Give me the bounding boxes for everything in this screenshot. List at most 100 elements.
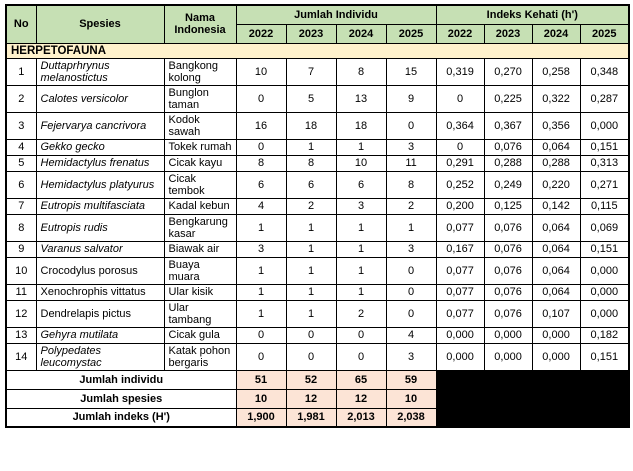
- jumlah-value: 1: [235, 283, 287, 301]
- summary-value: 2,013: [335, 407, 387, 428]
- jumlah-value: 1: [285, 299, 337, 328]
- table-row: 7 Eutropis multifasciata Kadal kebun 4 2 3 2 0,…: [5, 197, 630, 215]
- jumlah-value: 16: [235, 111, 287, 140]
- indonesian-name: Kodok sawah: [163, 111, 237, 140]
- indeks-value: 0,076: [483, 256, 533, 285]
- indeks-value: 0,077: [435, 213, 485, 242]
- indeks-value: 0,142: [531, 197, 581, 215]
- indeks-value: 0,348: [579, 57, 630, 86]
- summary-label: Jumlah indeks (H'): [5, 407, 237, 428]
- species-name: Fejervarya cancrivora: [35, 111, 165, 140]
- species-table: No Spesies Nama Indonesia Jumlah Individ…: [5, 4, 631, 428]
- indeks-value: 0,000: [579, 256, 630, 285]
- header-row-groups: No Spesies Nama Indonesia Jumlah Individ…: [5, 4, 630, 44]
- jumlah-value: 3: [235, 240, 287, 258]
- jumlah-value: 0: [385, 299, 437, 328]
- jumlah-value: 18: [285, 111, 337, 140]
- indonesian-name: Bunglon taman: [163, 84, 237, 113]
- indonesian-name: Cicak tembok: [163, 170, 237, 199]
- section-row: HERPETOFAUNA: [5, 42, 630, 59]
- year-header-jumlah-2023: 2023: [285, 23, 337, 44]
- indeks-value: 0,000: [531, 326, 581, 344]
- jumlah-value: 0: [235, 342, 287, 371]
- jumlah-value: 5: [285, 84, 337, 113]
- summary-value: 2,038: [385, 407, 437, 428]
- indeks-value: 0,313: [579, 154, 630, 172]
- jumlah-value: 1: [335, 283, 387, 301]
- jumlah-value: 0: [385, 283, 437, 301]
- indeks-value: 0: [435, 138, 485, 156]
- jumlah-value: 3: [385, 138, 437, 156]
- indeks-value: 0,364: [435, 111, 485, 140]
- year-header-indeks-2025: 2025: [579, 23, 630, 44]
- indonesian-name: Ular tambang: [163, 299, 237, 328]
- jumlah-value: 2: [385, 197, 437, 215]
- species-name: Hemidactylus platyurus: [35, 170, 165, 199]
- table-row: 3 Fejervarya cancrivora Kodok sawah 16 18 18 0…: [5, 111, 630, 140]
- row-number: 9: [5, 240, 37, 258]
- col-header-species: Spesies: [35, 4, 165, 44]
- year-header-indeks-2022: 2022: [435, 23, 485, 44]
- indeks-value: 0,000: [435, 342, 485, 371]
- row-number: 2: [5, 84, 37, 113]
- indeks-value: 0,252: [435, 170, 485, 199]
- species-name: Gehyra mutilata: [35, 326, 165, 344]
- table-row: 12 Dendrelapis pictus Ular tambang 1 1 2 0 0,07…: [5, 299, 630, 328]
- species-name: Calotes versicolor: [35, 84, 165, 113]
- jumlah-value: 1: [335, 256, 387, 285]
- indeks-value: 0,077: [435, 283, 485, 301]
- indeks-value: 0,064: [531, 283, 581, 301]
- row-number: 8: [5, 213, 37, 242]
- indeks-value: 0,000: [435, 326, 485, 344]
- jumlah-value: 6: [235, 170, 287, 199]
- row-number: 4: [5, 138, 37, 156]
- indeks-value: 0,076: [483, 213, 533, 242]
- summary-label: Jumlah individu: [5, 369, 237, 390]
- indeks-value: 0,287: [579, 84, 630, 113]
- indonesian-name: Bangkong kolong: [163, 57, 237, 86]
- species-name: Dendrelapis pictus: [35, 299, 165, 328]
- summary-value: 51: [235, 369, 287, 390]
- table-row: 5 Hemidactylus frenatus Cicak kayu 8 8 10 11 0,…: [5, 154, 630, 172]
- row-number: 3: [5, 111, 37, 140]
- indonesian-name: Cicak gula: [163, 326, 237, 344]
- indeks-value: 0,356: [531, 111, 581, 140]
- indeks-value: 0,291: [435, 154, 485, 172]
- jumlah-value: 2: [335, 299, 387, 328]
- summary-value: 65: [335, 369, 387, 390]
- indeks-value: 0,322: [531, 84, 581, 113]
- table-row: 6 Hemidactylus platyurus Cicak tembok 6 6 6 8 0…: [5, 170, 630, 199]
- jumlah-value: 4: [235, 197, 287, 215]
- species-name: Polypedates leucomystac: [35, 342, 165, 371]
- jumlah-value: 8: [285, 154, 337, 172]
- row-number: 13: [5, 326, 37, 344]
- jumlah-value: 0: [235, 138, 287, 156]
- jumlah-value: 1: [235, 299, 287, 328]
- summary-value: 12: [335, 388, 387, 409]
- row-number: 14: [5, 342, 37, 371]
- row-number: 7: [5, 197, 37, 215]
- summary-value: 59: [385, 369, 437, 390]
- jumlah-value: 1: [285, 138, 337, 156]
- jumlah-value: 3: [385, 240, 437, 258]
- section-label: HERPETOFAUNA: [5, 42, 630, 59]
- jumlah-value: 0: [385, 111, 437, 140]
- jumlah-value: 1: [285, 213, 337, 242]
- jumlah-value: 7: [285, 57, 337, 86]
- indeks-value: 0,151: [579, 342, 630, 371]
- col-group-indeks-kehati: Indeks Kehati (h'): [435, 4, 630, 25]
- jumlah-value: 1: [235, 256, 287, 285]
- indeks-value: 0,077: [435, 299, 485, 328]
- indeks-value: 0,270: [483, 57, 533, 86]
- table-row: 8 Eutropis rudis Bengkarung kasar 1 1 1 1 0,077…: [5, 213, 630, 242]
- table-row: 10 Crocodylus porosus Buaya muara 1 1 1 0 0,077…: [5, 256, 630, 285]
- indeks-value: 0,069: [579, 213, 630, 242]
- year-header-jumlah-2022: 2022: [235, 23, 287, 44]
- indeks-value: 0,225: [483, 84, 533, 113]
- indeks-value: 0,064: [531, 138, 581, 156]
- jumlah-value: 18: [335, 111, 387, 140]
- summary-row: Jumlah spesies 10 12 12 10: [5, 388, 629, 409]
- summary-value: 1,900: [235, 407, 287, 428]
- row-number: 11: [5, 283, 37, 301]
- indonesian-name: Biawak air: [163, 240, 237, 258]
